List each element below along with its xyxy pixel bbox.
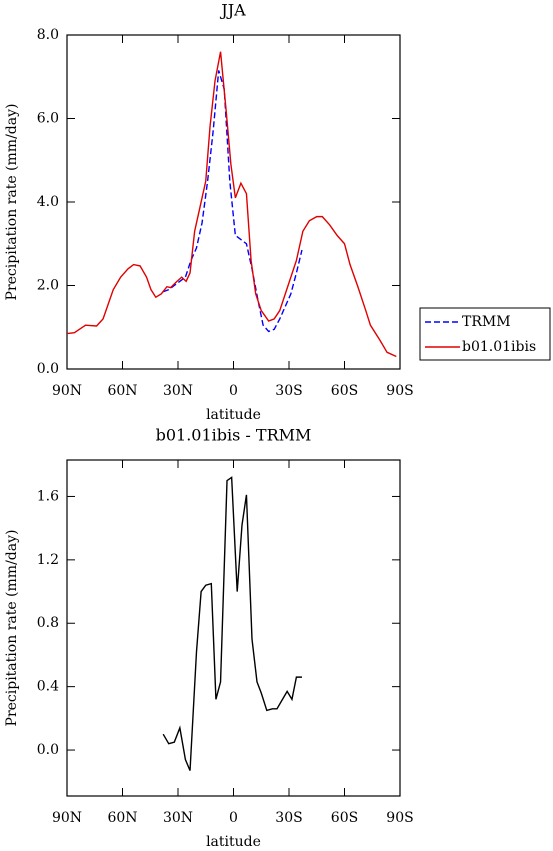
- y-tick-label: 0.4: [37, 679, 59, 695]
- x-tick-label: 0: [229, 810, 238, 826]
- plot-frame: [66, 459, 401, 797]
- y-axis-label: Precipitation rate (mm/day): [4, 530, 20, 727]
- data-line: [66, 51, 397, 358]
- x-tick-label: 60S: [331, 810, 358, 826]
- x-tick-label: 90N: [52, 810, 82, 826]
- x-tick-label: 60N: [107, 810, 137, 826]
- x-tick-label: 0: [229, 383, 238, 399]
- x-tick-label: 90S: [386, 810, 413, 826]
- x-tick-label: 90N: [52, 383, 82, 399]
- chart-title: b01.01ibis - TRMM: [156, 426, 312, 445]
- y-tick-label: 0.8: [37, 615, 59, 631]
- y-tick-label: 1.6: [37, 488, 59, 504]
- y-tick-label: 0.0: [37, 361, 59, 377]
- y-tick-label: 4.0: [37, 194, 59, 210]
- y-tick-label: 1.2: [37, 552, 59, 568]
- x-tick-label: 30N: [163, 383, 193, 399]
- y-tick-label: 8.0: [37, 27, 59, 43]
- data-line: [162, 70, 303, 333]
- x-tick-label: 90S: [386, 383, 413, 399]
- y-axis-label: Precipitation rate (mm/day): [4, 104, 20, 301]
- y-tick-label: 0.0: [37, 742, 59, 758]
- x-tick-label: 30N: [163, 810, 193, 826]
- chart-title: JJA: [219, 1, 246, 20]
- x-axis-label: latitude: [206, 407, 261, 423]
- data-line: [162, 476, 302, 771]
- legend-box: [419, 307, 551, 361]
- x-tick-label: 30S: [275, 810, 302, 826]
- x-tick-label: 60N: [107, 383, 137, 399]
- plot-frame: [66, 34, 401, 370]
- legend-label: b01.01ibis: [462, 339, 536, 355]
- y-tick-label: 6.0: [37, 111, 59, 127]
- y-tick-label: 2.0: [37, 278, 59, 294]
- x-axis-label: latitude: [206, 834, 261, 850]
- x-tick-label: 30S: [275, 383, 302, 399]
- legend-label: TRMM: [462, 314, 511, 330]
- x-tick-label: 60S: [331, 383, 358, 399]
